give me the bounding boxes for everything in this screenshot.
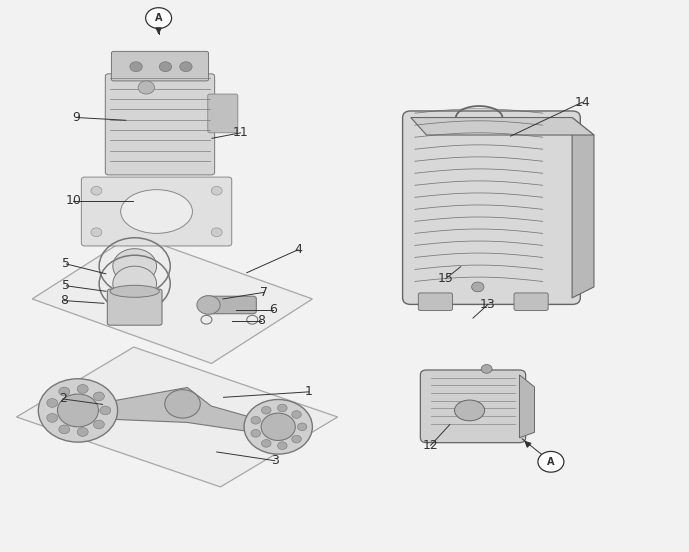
Text: 11: 11 bbox=[233, 126, 249, 139]
Circle shape bbox=[47, 399, 58, 407]
Circle shape bbox=[261, 413, 296, 440]
Text: 12: 12 bbox=[423, 439, 438, 452]
Polygon shape bbox=[109, 388, 269, 434]
Circle shape bbox=[59, 387, 70, 396]
Polygon shape bbox=[572, 118, 594, 298]
Circle shape bbox=[77, 385, 88, 393]
Circle shape bbox=[212, 228, 222, 237]
Polygon shape bbox=[520, 375, 535, 438]
Circle shape bbox=[77, 428, 88, 436]
Circle shape bbox=[113, 266, 156, 301]
Circle shape bbox=[251, 416, 260, 424]
Text: 5: 5 bbox=[62, 257, 70, 270]
Circle shape bbox=[145, 8, 172, 29]
FancyBboxPatch shape bbox=[208, 94, 238, 133]
Circle shape bbox=[100, 406, 111, 415]
Circle shape bbox=[94, 392, 104, 401]
Circle shape bbox=[278, 442, 287, 449]
Ellipse shape bbox=[121, 190, 192, 233]
Circle shape bbox=[298, 423, 307, 431]
Circle shape bbox=[165, 390, 200, 418]
FancyBboxPatch shape bbox=[420, 370, 526, 443]
Circle shape bbox=[538, 452, 564, 472]
Text: 4: 4 bbox=[294, 243, 302, 256]
Circle shape bbox=[472, 282, 484, 292]
Text: 5: 5 bbox=[62, 279, 70, 293]
Circle shape bbox=[130, 62, 142, 72]
Text: 15: 15 bbox=[438, 272, 453, 285]
Circle shape bbox=[59, 425, 70, 434]
Circle shape bbox=[244, 400, 312, 454]
Circle shape bbox=[39, 379, 118, 442]
FancyBboxPatch shape bbox=[107, 289, 162, 325]
FancyBboxPatch shape bbox=[418, 293, 453, 310]
Polygon shape bbox=[411, 118, 594, 135]
Circle shape bbox=[212, 187, 222, 195]
Circle shape bbox=[261, 439, 271, 447]
Text: 1: 1 bbox=[305, 385, 313, 399]
Text: 3: 3 bbox=[271, 454, 279, 467]
Circle shape bbox=[261, 406, 271, 414]
Circle shape bbox=[251, 429, 260, 437]
Circle shape bbox=[94, 420, 104, 429]
FancyBboxPatch shape bbox=[81, 177, 232, 246]
Circle shape bbox=[91, 228, 102, 237]
Text: 13: 13 bbox=[480, 298, 496, 311]
Text: 10: 10 bbox=[65, 194, 81, 207]
Circle shape bbox=[113, 249, 156, 284]
FancyBboxPatch shape bbox=[402, 111, 580, 304]
Circle shape bbox=[159, 62, 172, 72]
Text: 7: 7 bbox=[260, 286, 268, 299]
Circle shape bbox=[291, 436, 301, 443]
Text: A: A bbox=[547, 457, 555, 467]
FancyBboxPatch shape bbox=[105, 74, 215, 175]
Circle shape bbox=[91, 187, 102, 195]
Text: 9: 9 bbox=[72, 111, 81, 124]
Circle shape bbox=[57, 394, 99, 427]
Text: 14: 14 bbox=[575, 95, 590, 109]
Circle shape bbox=[481, 364, 492, 373]
Ellipse shape bbox=[110, 285, 159, 298]
Polygon shape bbox=[17, 347, 338, 487]
Circle shape bbox=[197, 296, 220, 314]
Circle shape bbox=[180, 62, 192, 72]
Polygon shape bbox=[32, 235, 312, 363]
Circle shape bbox=[278, 404, 287, 412]
Text: A: A bbox=[155, 13, 163, 23]
Circle shape bbox=[47, 413, 58, 422]
Text: 6: 6 bbox=[269, 304, 278, 316]
Text: 8: 8 bbox=[61, 294, 68, 307]
Text: 2: 2 bbox=[59, 392, 67, 406]
Circle shape bbox=[291, 411, 301, 418]
Circle shape bbox=[138, 81, 154, 94]
FancyBboxPatch shape bbox=[112, 51, 209, 81]
Text: 8: 8 bbox=[257, 314, 265, 327]
Ellipse shape bbox=[455, 400, 484, 421]
FancyBboxPatch shape bbox=[514, 293, 548, 310]
FancyBboxPatch shape bbox=[203, 296, 256, 314]
